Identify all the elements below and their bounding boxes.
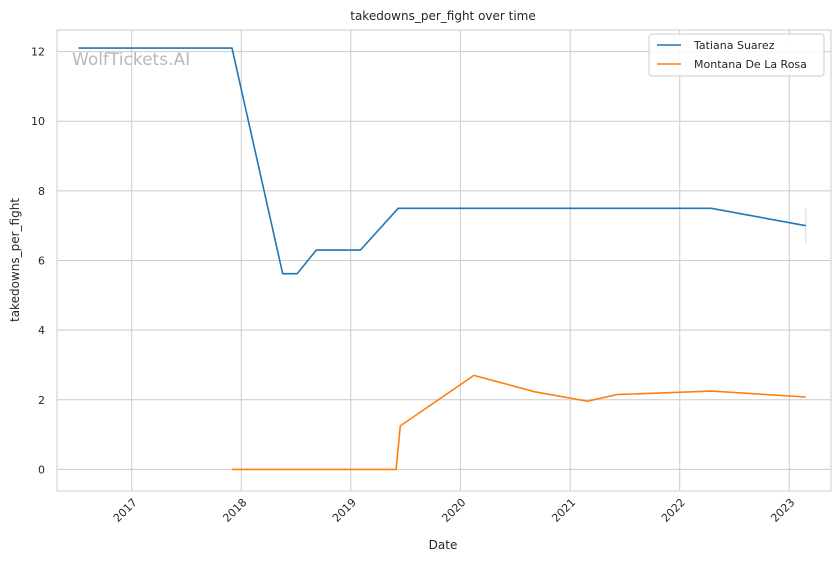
y-tick-label: 0	[38, 463, 45, 476]
watermark: WolfTickets.AI	[72, 50, 190, 70]
legend-box	[648, 33, 825, 77]
x-axis-label: Date	[429, 538, 458, 552]
plot-frame	[56, 29, 832, 492]
y-tick-label: 8	[38, 185, 45, 198]
y-tick-label: 4	[38, 324, 45, 337]
series-line-1	[78, 47, 806, 275]
legend: Tatiana Suarez Montana De La Rosa	[648, 33, 825, 77]
y-tick-labels: 0 2 4 6 8 10 12	[31, 46, 45, 477]
y-tick-label: 6	[38, 255, 45, 268]
legend-label: Montana De La Rosa	[694, 58, 807, 71]
legend-label: Tatiana Suarez	[693, 39, 775, 52]
y-axis-label: takedowns_per_fight	[8, 198, 22, 322]
series-line-2	[232, 374, 806, 471]
y-tick-label: 10	[31, 115, 45, 128]
y-tick-label: 12	[31, 46, 45, 59]
y-tick-label: 2	[38, 394, 45, 407]
chart-title: takedowns_per_fight over time	[350, 9, 536, 23]
series-layer	[78, 47, 807, 471]
